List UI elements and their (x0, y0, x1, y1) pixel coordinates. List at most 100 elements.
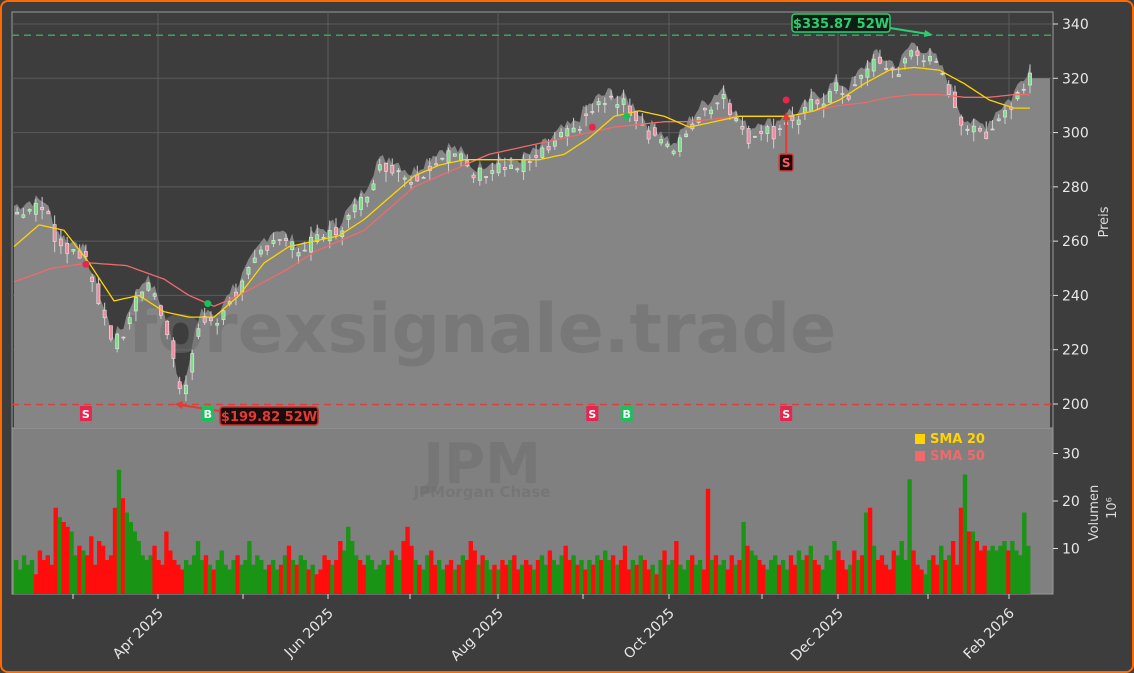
candle-down (878, 56, 882, 64)
volume-bar (559, 555, 564, 594)
volume-bar (701, 569, 707, 594)
volume-bar (508, 560, 513, 594)
volume-bar (824, 555, 829, 594)
volume-bar (856, 560, 861, 594)
arrowhead-icon (924, 30, 933, 37)
volume-bar (128, 522, 133, 594)
volume-bar (286, 545, 292, 594)
candle-up (552, 140, 557, 147)
volume-bar (425, 555, 430, 594)
volume-bar (108, 555, 114, 594)
candle-down (434, 163, 438, 166)
candle-up (196, 328, 201, 337)
volume-bar (25, 564, 31, 594)
volume-bar (496, 569, 501, 594)
volume-bar (709, 560, 715, 594)
x-tick-label: Jun 2025 (281, 606, 337, 662)
volume-bar (887, 569, 893, 594)
volume-bar (733, 564, 738, 594)
volume-bar (974, 541, 980, 594)
volume-bar (211, 569, 217, 594)
x-tick-label: Dec 2025 (788, 606, 847, 665)
candle-up (152, 293, 157, 297)
volume-bar (555, 564, 560, 594)
volume-bar (413, 560, 418, 594)
candle-up (665, 143, 670, 147)
candle-up (71, 249, 76, 252)
volume-bar (334, 560, 339, 594)
volume-bar (721, 560, 726, 594)
candle-down (84, 251, 88, 257)
volume-bar (516, 569, 521, 594)
candle-down (102, 309, 107, 319)
price-tick-label: 200 (1062, 397, 1089, 413)
candle-up (896, 74, 901, 77)
volume-bar (278, 564, 284, 594)
volume-bar (203, 555, 209, 594)
candle-down (646, 130, 651, 140)
volume-bar (180, 569, 185, 594)
volume-bar (187, 564, 193, 594)
volume-bar (662, 550, 667, 594)
candle-up (327, 230, 332, 242)
volume-bar (219, 550, 224, 594)
volume-bar (520, 564, 525, 594)
volume-bar (429, 550, 434, 594)
volume-bar (195, 541, 201, 594)
volume-bar (654, 574, 659, 594)
volume-bar (1002, 541, 1007, 594)
volume-bar (978, 550, 983, 594)
candle-up (903, 58, 907, 64)
sell-marker (780, 406, 793, 421)
volume-bar (622, 545, 628, 594)
volume-bar (982, 545, 987, 594)
volume-bar (306, 569, 311, 594)
x-tick-label: Oct 2025 (621, 606, 678, 663)
candle-down (284, 238, 288, 241)
volume-bar (1022, 512, 1027, 594)
volume-bar (164, 531, 169, 594)
volume-bar (298, 555, 303, 594)
sell-marker (79, 406, 92, 421)
price-axis-title: Preis (1097, 206, 1112, 237)
candle-up (134, 296, 138, 312)
signal-dot (623, 112, 631, 120)
volume-bar (603, 550, 608, 594)
volume-bar (456, 564, 462, 594)
signal-dot (782, 96, 790, 104)
candle-up (365, 196, 370, 203)
signal-dot (204, 300, 212, 308)
candle-down (171, 340, 176, 359)
candle-up (859, 75, 864, 79)
candle-up (377, 164, 382, 171)
price-tick-label: 280 (1062, 180, 1089, 196)
candle-up (346, 215, 351, 220)
volume-bar (713, 555, 719, 594)
price-tick-label: 320 (1062, 71, 1089, 87)
candle-down (527, 161, 532, 163)
volume-bar (780, 560, 786, 594)
candle-down (202, 316, 207, 323)
high-52w-arrow (889, 27, 929, 35)
candle-up (396, 170, 401, 173)
volume-bar (346, 526, 351, 594)
volume-bar (77, 545, 82, 594)
volume-bar (152, 545, 157, 594)
volume-bar (492, 564, 497, 594)
52w-levels: $335.87 52W $199.82 52W (12, 13, 1053, 426)
volume-tick-label: 20 (1062, 494, 1080, 510)
candle-up (509, 164, 513, 169)
volume-bar (1010, 541, 1015, 594)
volume-bar (591, 564, 596, 594)
volume-bar (223, 564, 228, 594)
volume-bar (274, 569, 280, 594)
volume-bar (41, 560, 47, 594)
candle-up (1003, 110, 1007, 118)
volume-bar (950, 541, 956, 594)
candle-up (809, 99, 814, 112)
volume-bar (444, 564, 450, 594)
volume-tick-label: 30 (1062, 447, 1080, 463)
candle-up (621, 98, 626, 105)
volume-tick-label: 10 (1062, 542, 1080, 558)
volume-bar (259, 560, 264, 594)
